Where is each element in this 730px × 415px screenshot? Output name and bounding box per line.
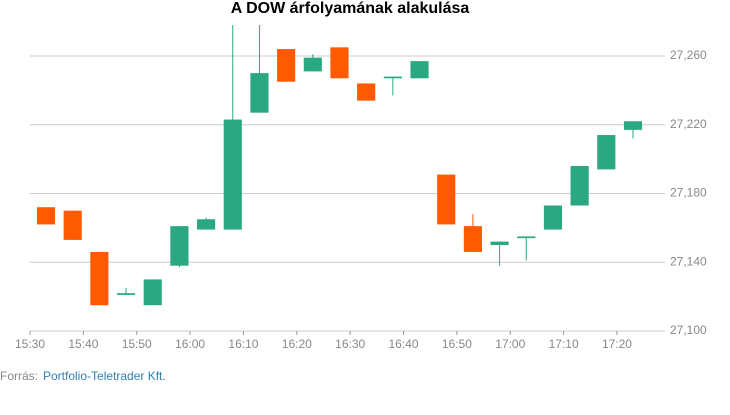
candle-body — [197, 219, 216, 230]
x-tick-label: 17:20 — [602, 337, 632, 351]
x-tick-label: 16:30 — [335, 337, 365, 351]
x-tick-label: 15:30 — [15, 337, 45, 351]
candle-body — [410, 61, 429, 79]
candle-body — [463, 226, 482, 252]
candle-body — [330, 47, 349, 79]
candle-body — [90, 251, 109, 306]
x-tick-label: 17:00 — [495, 337, 525, 351]
x-tick-label: 16:50 — [442, 337, 472, 351]
candle-body — [357, 83, 376, 101]
candle-body — [116, 293, 136, 295]
candle-body — [437, 174, 456, 225]
x-tick-label: 16:40 — [389, 337, 419, 351]
candle-body — [383, 76, 402, 79]
candle-body — [277, 49, 296, 82]
candle-body — [490, 241, 509, 246]
x-tick-label: 16:00 — [175, 337, 205, 351]
candle-body — [170, 226, 189, 266]
candle-body — [63, 210, 82, 240]
chart-title: A DOW árfolyamának alakulása — [231, 0, 470, 17]
candle-body — [570, 165, 589, 206]
candle-body — [223, 119, 242, 230]
x-tick-label: 16:10 — [228, 337, 258, 351]
source-label: Forrás: — [0, 369, 38, 383]
y-tick-label: 27,180 — [670, 186, 707, 200]
candle-body — [517, 236, 536, 239]
x-tick-label: 15:50 — [122, 337, 152, 351]
candle-body — [143, 279, 162, 306]
x-tick-label: 15:40 — [68, 337, 98, 351]
y-tick-label: 27,100 — [670, 323, 707, 337]
candle-body — [250, 73, 269, 113]
candle-body — [303, 57, 322, 72]
y-tick-label: 27,260 — [670, 48, 707, 62]
y-tick-label: 27,140 — [670, 254, 707, 268]
source-link[interactable]: Portfolio-Teletrader Kft. — [43, 369, 166, 383]
x-tick-label: 17:10 — [549, 337, 579, 351]
y-tick-label: 27,220 — [670, 117, 707, 131]
candle-body — [597, 135, 616, 170]
x-tick-label: 16:20 — [282, 337, 312, 351]
candle-body — [623, 121, 643, 130]
candle-body — [36, 207, 56, 225]
candle-body — [543, 205, 563, 230]
